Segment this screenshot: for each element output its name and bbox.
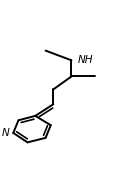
Text: NH: NH [78,55,93,65]
Text: N: N [2,128,9,138]
